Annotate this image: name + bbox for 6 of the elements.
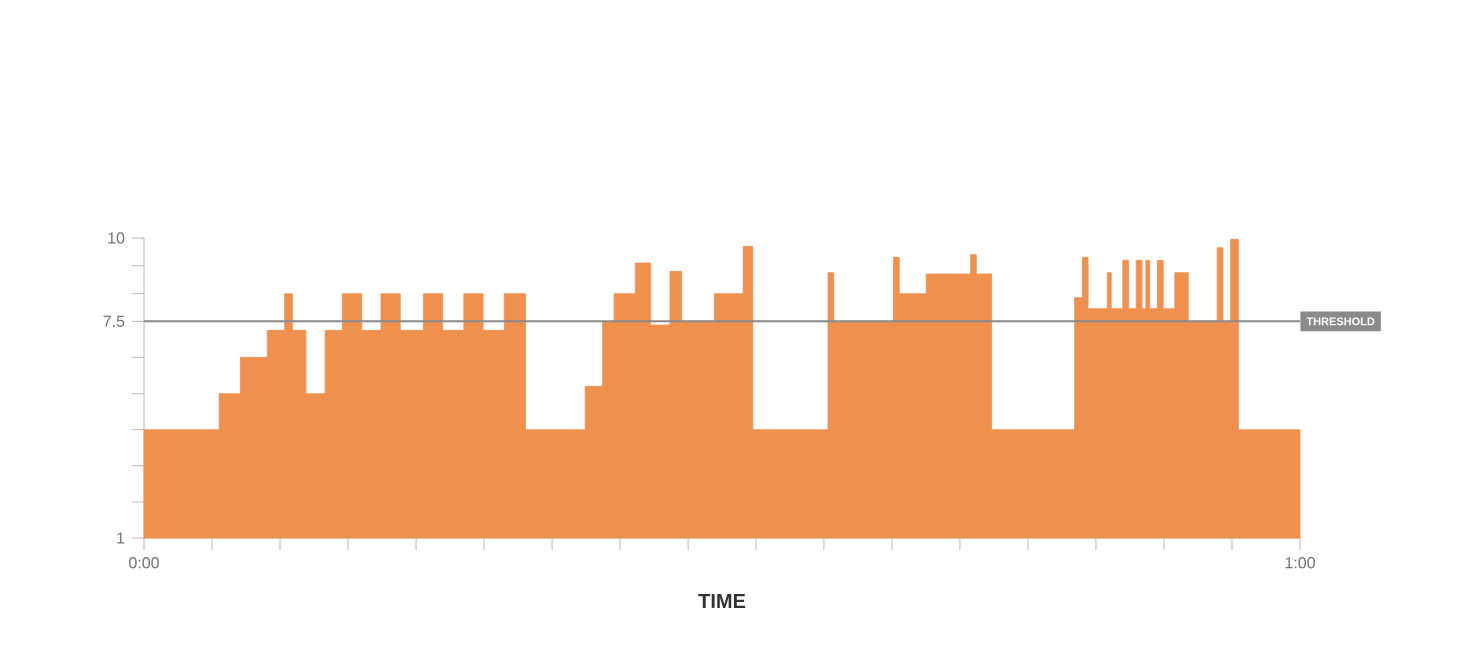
y-tick-label: 7.5 <box>103 315 125 327</box>
x-tick-label: 1:00 <box>1285 557 1315 569</box>
x-tick-label: 0:00 <box>129 557 159 569</box>
y-tick-label: 10 <box>108 232 125 244</box>
x-axis-title: TIME <box>698 594 746 608</box>
y-tick-label: 1 <box>117 532 125 544</box>
